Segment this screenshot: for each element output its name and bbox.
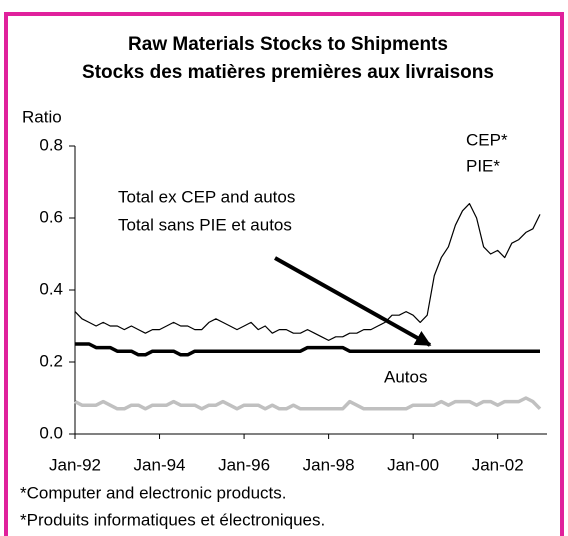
y-tick-label: 0.6 bbox=[39, 207, 63, 226]
footnote: *Computer and electronic products. bbox=[20, 483, 286, 502]
annotation: Total ex CEP and autos bbox=[118, 187, 295, 206]
x-tick-label: Jan-94 bbox=[134, 455, 186, 474]
y-axis-label: Ratio bbox=[22, 107, 62, 126]
frame bbox=[4, 12, 564, 536]
footnote: *Produits informatiques et électroniques… bbox=[20, 510, 325, 529]
y-tick-label: 0.0 bbox=[39, 423, 63, 442]
y-tick-label: 0.4 bbox=[39, 279, 63, 298]
x-tick-label: Jan-96 bbox=[218, 455, 270, 474]
x-tick-label: Jan-92 bbox=[49, 455, 101, 474]
y-tick-label: 0.8 bbox=[39, 135, 63, 154]
annotation: Autos bbox=[384, 367, 427, 386]
series-line bbox=[74, 396, 542, 411]
x-tick-label: Jan-98 bbox=[303, 455, 355, 474]
arrow bbox=[274, 256, 432, 347]
y-tick-label: 0.2 bbox=[39, 351, 63, 370]
series-line bbox=[74, 203, 541, 341]
series-line bbox=[75, 342, 540, 357]
annotation: Total sans PIE et autos bbox=[118, 215, 292, 234]
annotation: CEP* bbox=[466, 130, 508, 149]
chart-title: Raw Materials Stocks to Shipments bbox=[128, 34, 448, 55]
annotation: PIE* bbox=[466, 156, 500, 175]
x-tick-label: Jan-02 bbox=[472, 455, 524, 474]
x-tick-label: Jan-00 bbox=[387, 455, 439, 474]
chart-subtitle: Stocks des matières premières aux livrai… bbox=[82, 62, 494, 83]
